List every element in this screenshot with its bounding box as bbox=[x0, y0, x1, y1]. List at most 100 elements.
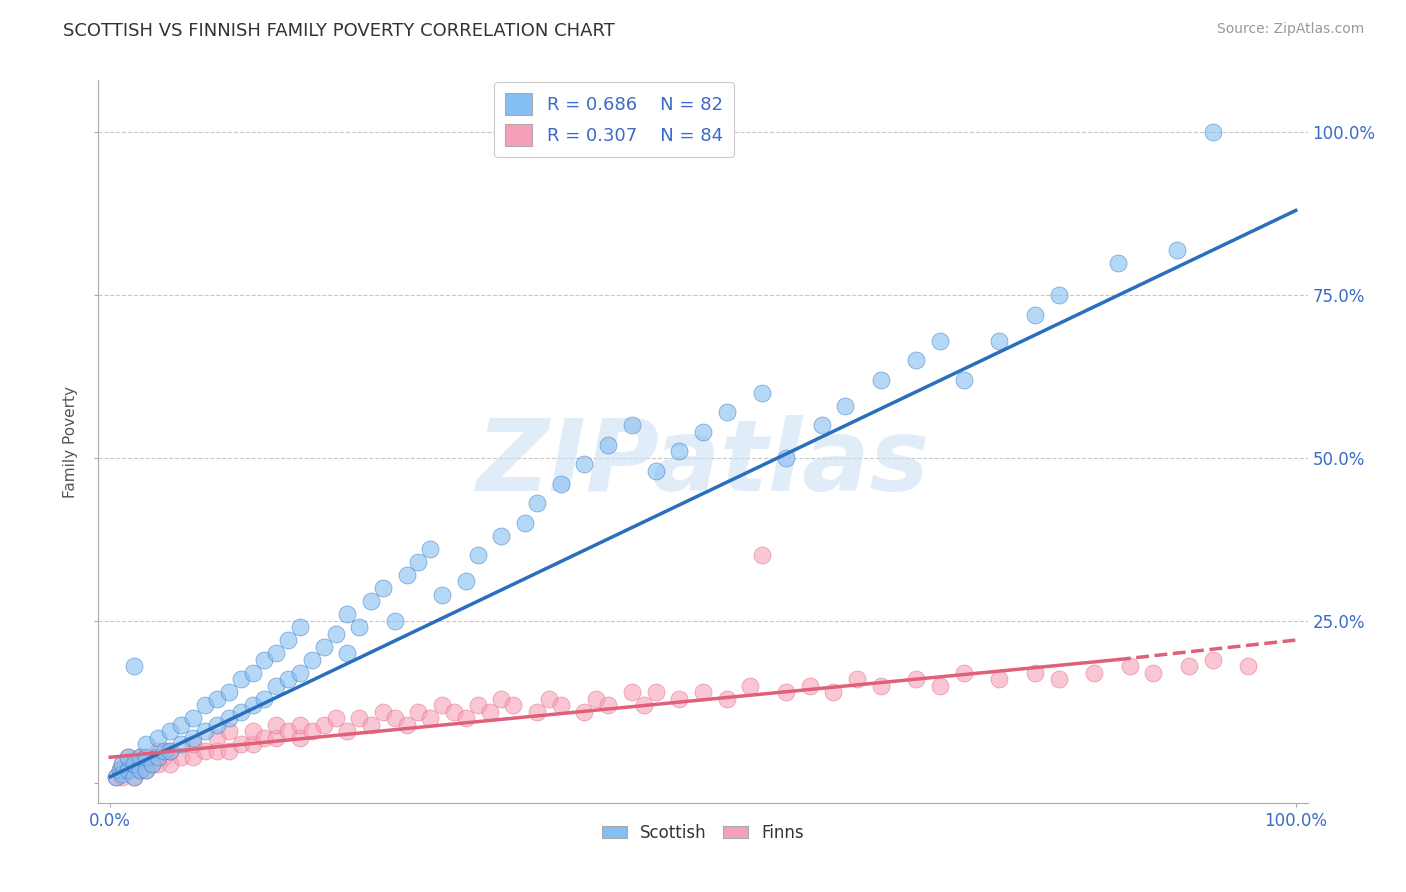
Point bbox=[384, 614, 406, 628]
Point bbox=[478, 705, 501, 719]
Point bbox=[598, 698, 620, 713]
Point bbox=[218, 744, 240, 758]
Point bbox=[288, 717, 311, 731]
Point bbox=[952, 373, 974, 387]
Point bbox=[395, 568, 418, 582]
Point bbox=[598, 438, 620, 452]
Point bbox=[952, 665, 974, 680]
Point bbox=[929, 334, 952, 348]
Point bbox=[135, 764, 157, 778]
Point bbox=[122, 756, 145, 771]
Point bbox=[146, 744, 169, 758]
Point bbox=[526, 705, 548, 719]
Point bbox=[194, 724, 217, 739]
Point bbox=[432, 587, 454, 601]
Point bbox=[229, 705, 252, 719]
Point bbox=[117, 750, 139, 764]
Point bbox=[122, 770, 145, 784]
Point bbox=[229, 737, 252, 751]
Point bbox=[129, 764, 152, 778]
Point bbox=[1107, 255, 1129, 269]
Point bbox=[146, 731, 169, 745]
Y-axis label: Family Poverty: Family Poverty bbox=[63, 385, 79, 498]
Point bbox=[408, 555, 430, 569]
Point bbox=[988, 672, 1011, 686]
Point bbox=[823, 685, 845, 699]
Point bbox=[312, 640, 335, 654]
Point bbox=[633, 698, 655, 713]
Point bbox=[371, 581, 394, 595]
Point bbox=[502, 698, 524, 713]
Point bbox=[454, 711, 477, 725]
Point bbox=[1047, 672, 1070, 686]
Point bbox=[218, 724, 240, 739]
Point bbox=[1024, 665, 1046, 680]
Point bbox=[408, 705, 430, 719]
Point bbox=[242, 724, 264, 739]
Point bbox=[170, 737, 193, 751]
Point bbox=[644, 685, 666, 699]
Point bbox=[1142, 665, 1164, 680]
Point bbox=[1178, 659, 1201, 673]
Point bbox=[347, 711, 370, 725]
Point bbox=[111, 756, 134, 771]
Point bbox=[1202, 652, 1225, 666]
Point bbox=[336, 607, 359, 621]
Point bbox=[574, 705, 596, 719]
Point bbox=[301, 652, 323, 666]
Point bbox=[526, 496, 548, 510]
Point bbox=[692, 425, 714, 439]
Point bbox=[141, 756, 163, 771]
Point bbox=[135, 750, 157, 764]
Point bbox=[550, 698, 572, 713]
Point bbox=[1166, 243, 1188, 257]
Point bbox=[1202, 125, 1225, 139]
Point bbox=[834, 399, 856, 413]
Point bbox=[264, 731, 287, 745]
Point bbox=[108, 764, 131, 778]
Point bbox=[205, 717, 228, 731]
Point bbox=[170, 717, 193, 731]
Point bbox=[264, 646, 287, 660]
Point bbox=[181, 711, 204, 725]
Text: SCOTTISH VS FINNISH FAMILY POVERTY CORRELATION CHART: SCOTTISH VS FINNISH FAMILY POVERTY CORRE… bbox=[63, 22, 616, 40]
Point bbox=[360, 717, 382, 731]
Point bbox=[716, 405, 738, 419]
Point bbox=[111, 766, 134, 780]
Point bbox=[810, 418, 832, 433]
Point bbox=[454, 574, 477, 589]
Point bbox=[181, 750, 204, 764]
Point bbox=[105, 770, 128, 784]
Point bbox=[467, 698, 489, 713]
Point bbox=[135, 764, 157, 778]
Point bbox=[419, 711, 441, 725]
Point bbox=[205, 731, 228, 745]
Point bbox=[550, 476, 572, 491]
Point bbox=[159, 744, 181, 758]
Point bbox=[988, 334, 1011, 348]
Point bbox=[312, 717, 335, 731]
Point bbox=[122, 770, 145, 784]
Text: ZIPatlas: ZIPatlas bbox=[477, 415, 929, 512]
Point bbox=[108, 764, 131, 778]
Point bbox=[146, 750, 169, 764]
Point bbox=[159, 724, 181, 739]
Point bbox=[159, 756, 181, 771]
Point bbox=[242, 737, 264, 751]
Point bbox=[929, 679, 952, 693]
Point bbox=[432, 698, 454, 713]
Point bbox=[301, 724, 323, 739]
Point bbox=[159, 744, 181, 758]
Point bbox=[181, 737, 204, 751]
Point bbox=[194, 744, 217, 758]
Point bbox=[515, 516, 537, 530]
Point bbox=[491, 691, 513, 706]
Point bbox=[288, 731, 311, 745]
Point bbox=[117, 764, 139, 778]
Point bbox=[846, 672, 869, 686]
Point bbox=[242, 698, 264, 713]
Point bbox=[277, 724, 299, 739]
Point bbox=[1119, 659, 1142, 673]
Point bbox=[775, 685, 797, 699]
Point bbox=[799, 679, 821, 693]
